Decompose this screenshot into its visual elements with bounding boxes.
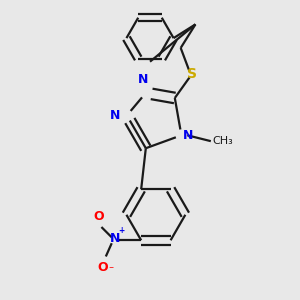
Text: S: S	[188, 68, 197, 81]
Text: +: +	[118, 226, 124, 235]
Text: N: N	[137, 74, 148, 86]
Text: N: N	[110, 109, 120, 122]
Text: N: N	[110, 232, 120, 245]
Text: CH₃: CH₃	[212, 136, 233, 146]
Text: O: O	[93, 210, 104, 223]
Text: N: N	[183, 129, 194, 142]
Text: ⁻: ⁻	[108, 265, 113, 275]
Text: O: O	[98, 261, 108, 274]
